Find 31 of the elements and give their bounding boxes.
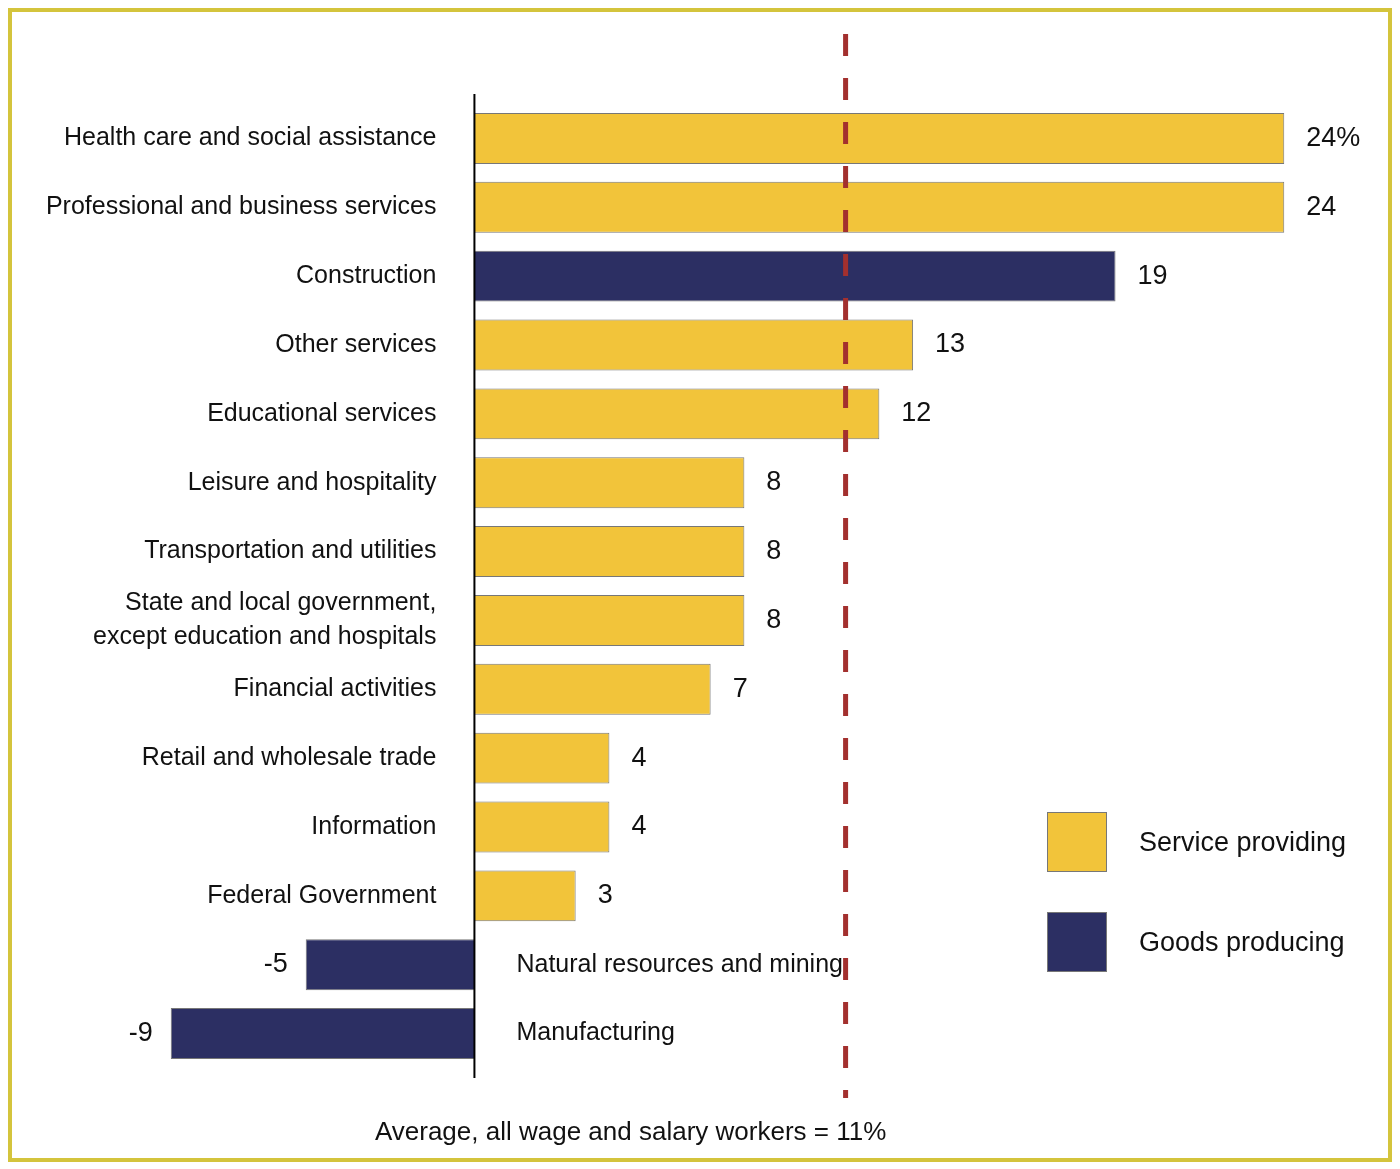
y-tick-label: Construction: [296, 260, 437, 289]
data-label: 7: [732, 672, 748, 703]
y-tick-label: Educational services: [207, 397, 437, 426]
y-tick-label: Health care and social assistance: [63, 122, 437, 151]
y-tick-label: Other services: [275, 328, 437, 357]
data-label: 12: [901, 397, 932, 428]
y-tick-label: State and local government, except education and hospitals: [93, 587, 437, 650]
y-tick-label: Professional and business services: [45, 191, 437, 220]
y-tick-label: Federal Government: [207, 879, 437, 908]
data-label: 4: [631, 810, 647, 841]
legend-label: Service providing: [1139, 826, 1347, 858]
ref-line-label: Average, all wage and salary workers = 11%: [374, 1116, 887, 1147]
data-label: 3: [597, 879, 613, 910]
data-label: 4: [631, 741, 647, 772]
y-tick-label: Transportation and utilities: [144, 535, 437, 564]
data-label: 13: [935, 328, 966, 359]
y-tick-label: Financial activities: [233, 673, 437, 702]
data-label: 19: [1137, 259, 1168, 290]
y-tick-label: Natural resources and mining: [516, 948, 843, 977]
data-label: -5: [263, 948, 288, 979]
data-label: 8: [766, 535, 782, 566]
y-tick-label: Retail and wholesale trade: [141, 742, 437, 771]
y-tick-label: Manufacturing: [516, 1017, 675, 1046]
data-label: 24: [1306, 190, 1337, 221]
data-label: 8: [766, 603, 782, 634]
data-label: 24%: [1306, 121, 1361, 152]
legend-label: Goods producing: [1139, 926, 1345, 958]
y-tick-label: Leisure and hospitality: [187, 466, 437, 495]
data-label: -9: [128, 1017, 153, 1048]
data-label: 8: [766, 466, 782, 497]
y-tick-label: Information: [311, 810, 437, 839]
